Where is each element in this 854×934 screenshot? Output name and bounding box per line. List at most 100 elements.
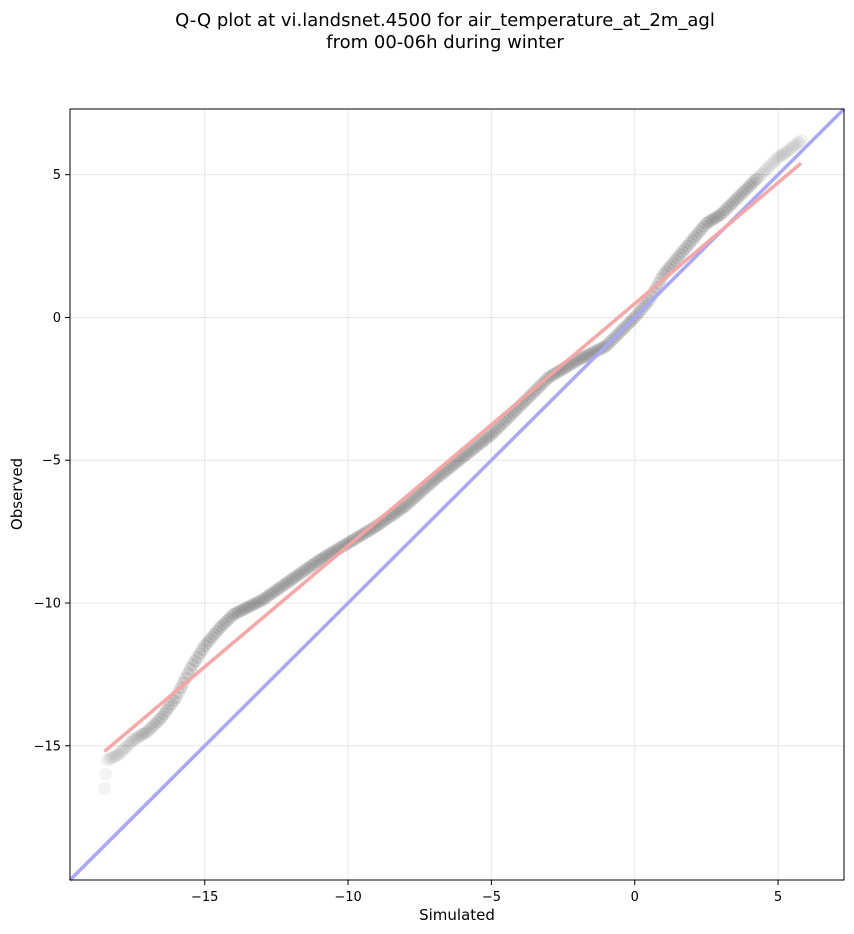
data-point — [164, 697, 178, 711]
data-point — [138, 726, 152, 740]
x-tick-label: 0 — [631, 890, 639, 905]
data-point — [269, 583, 283, 597]
data-point — [719, 203, 733, 217]
data-point — [203, 633, 217, 647]
data-point — [255, 593, 269, 607]
data-point — [642, 293, 656, 307]
data-point — [468, 441, 482, 455]
data-point — [775, 148, 789, 162]
data-point — [145, 720, 159, 734]
data-point — [771, 151, 785, 165]
data-point — [735, 186, 749, 200]
data-point — [114, 745, 128, 759]
data-point — [551, 365, 565, 379]
data-point — [150, 715, 164, 729]
data-point — [365, 522, 379, 536]
data-point — [238, 601, 252, 615]
data-point — [112, 747, 126, 761]
data-point — [487, 425, 501, 439]
y-axis-label: Observed — [8, 458, 26, 530]
data-point — [750, 172, 764, 186]
data-point — [274, 580, 288, 594]
data-point — [193, 646, 207, 660]
data-point — [680, 239, 694, 253]
data-point — [527, 385, 541, 399]
data-point — [143, 722, 157, 736]
data-point — [492, 420, 506, 434]
data-point — [191, 650, 205, 664]
data-point — [155, 710, 169, 724]
data-point — [792, 135, 806, 149]
data-point — [484, 428, 498, 442]
data-point — [198, 639, 212, 653]
data-point — [580, 349, 594, 363]
data-point — [195, 643, 209, 657]
data-point — [291, 568, 305, 582]
data-point — [453, 452, 467, 466]
data-point — [687, 231, 701, 244]
data-point — [157, 707, 171, 721]
data-point — [310, 555, 324, 569]
data-point — [136, 727, 150, 741]
data-point — [773, 149, 787, 163]
data-point — [723, 198, 737, 212]
data-point — [103, 752, 117, 766]
y-tick-label: 5 — [53, 168, 61, 183]
data-point — [721, 201, 735, 215]
data-point — [217, 617, 231, 631]
data-point — [293, 567, 307, 581]
x-tick-label: −10 — [334, 890, 361, 905]
data-point — [697, 219, 711, 233]
data-point — [692, 225, 706, 239]
data-point — [711, 209, 725, 223]
data-point — [231, 605, 245, 619]
x-tick-label: −5 — [482, 890, 501, 905]
y-tick-label: −10 — [34, 597, 61, 612]
data-point — [272, 581, 286, 595]
data-point — [714, 208, 728, 222]
x-axis-label: Simulated — [419, 906, 495, 924]
data-point — [100, 753, 114, 767]
data-point — [248, 597, 262, 611]
data-point — [764, 158, 778, 172]
data-point — [398, 499, 412, 513]
data-point — [133, 729, 147, 743]
data-point — [250, 596, 264, 610]
data-point — [286, 572, 300, 586]
data-point — [200, 636, 214, 650]
data-point — [549, 366, 563, 380]
data-point — [277, 578, 291, 592]
data-point — [236, 603, 250, 617]
data-point — [742, 179, 756, 193]
data-point — [747, 174, 761, 188]
data-point — [592, 343, 606, 357]
data-point — [683, 236, 697, 250]
data-point — [789, 137, 803, 151]
data-point — [300, 562, 314, 576]
data-point — [226, 607, 240, 621]
data-point — [241, 600, 255, 614]
data-point — [525, 387, 539, 401]
data-point — [305, 558, 319, 572]
data-point — [265, 586, 279, 600]
data-point — [152, 713, 166, 727]
data-point — [668, 253, 682, 267]
data-point — [726, 196, 740, 210]
x-axis-ticks: −15 −10 −5 0 5 — [191, 880, 782, 905]
data-point — [707, 212, 721, 226]
data-point — [778, 146, 792, 160]
data-point — [126, 733, 140, 747]
data-point — [733, 189, 747, 203]
data-point — [401, 497, 415, 511]
data-point — [117, 743, 131, 757]
data-point — [279, 576, 293, 590]
data-point — [162, 700, 176, 714]
data-point — [148, 717, 162, 731]
data-point — [463, 445, 477, 459]
data-point — [140, 725, 154, 739]
data-point — [458, 448, 472, 462]
data-point — [267, 585, 281, 599]
data-point — [699, 216, 713, 230]
data-point — [171, 685, 185, 699]
data-point — [578, 350, 592, 364]
